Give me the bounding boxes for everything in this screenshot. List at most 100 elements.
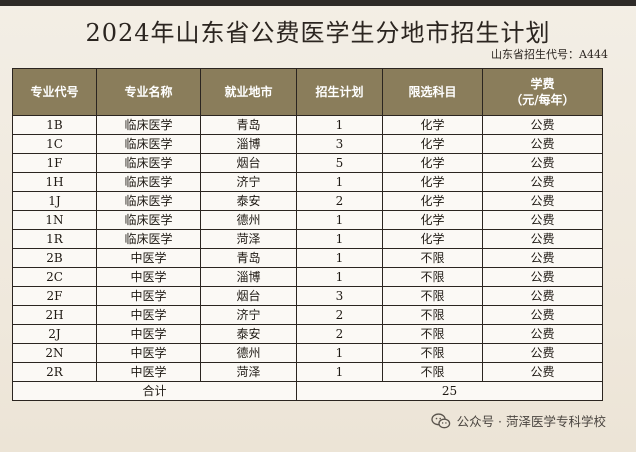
table-cell: 公费	[482, 267, 603, 287]
table-cell: 中医学	[96, 343, 201, 363]
table-cell: 中医学	[96, 324, 201, 344]
table-cell: 3	[296, 134, 383, 154]
table-cell: 2R	[12, 362, 97, 382]
column-header: 招生计划	[296, 68, 383, 116]
column-header: 学费 （元/每年）	[482, 68, 603, 116]
table-cell: 中医学	[96, 267, 201, 287]
total-value: 25	[296, 381, 603, 401]
table-cell: 公费	[482, 172, 603, 192]
table-cell: 临床医学	[96, 229, 201, 249]
table-cell: 2F	[12, 286, 97, 306]
table-cell: 临床医学	[96, 172, 201, 192]
table-cell: 不限	[382, 324, 483, 344]
table-cell: 1F	[12, 153, 97, 173]
table-row: 1H 临床医学 济宁 1 化学 公费	[12, 172, 603, 192]
table-cell: 2	[296, 191, 383, 211]
table-cell: 烟台	[200, 153, 297, 173]
table-cell: 公费	[482, 153, 603, 173]
table-row: 2C 中医学 淄博 1 不限 公费	[12, 267, 603, 287]
table-cell: 1J	[12, 191, 97, 211]
table-cell: 淄博	[200, 134, 297, 154]
table-row: 2H 中医学 济宁 2 不限 公费	[12, 305, 603, 325]
table-cell: 临床医学	[96, 153, 201, 173]
table-cell: 菏泽	[200, 229, 297, 249]
table-row: 1R 临床医学 菏泽 1 化学 公费	[12, 229, 603, 249]
table-cell: 2C	[12, 267, 97, 287]
table-row: 2F 中医学 烟台 3 不限 公费	[12, 286, 603, 306]
table-cell: 3	[296, 286, 383, 306]
page-title: 2024年山东省公费医学生分地市招生计划	[85, 19, 551, 47]
table-row: 1B 临床医学 青岛 1 化学 公费	[12, 115, 603, 135]
table-cell: 1R	[12, 229, 97, 249]
table-cell: 2J	[12, 324, 97, 344]
table-row: 2B 中医学 青岛 1 不限 公费	[12, 248, 603, 268]
table-cell: 化学	[382, 229, 483, 249]
table-cell: 1	[296, 229, 383, 249]
table-cell: 公费	[482, 210, 603, 230]
table-cell: 中医学	[96, 305, 201, 325]
table-cell: 公费	[482, 134, 603, 154]
top-strip	[0, 0, 636, 6]
table-cell: 公费	[482, 324, 603, 344]
table-cell: 1	[296, 210, 383, 230]
table-cell: 青岛	[200, 115, 297, 135]
table-cell: 不限	[382, 343, 483, 363]
table-cell: 济宁	[200, 172, 297, 192]
table-cell: 中医学	[96, 248, 201, 268]
table-cell: 公费	[482, 343, 603, 363]
table-cell: 化学	[382, 153, 483, 173]
table-row: 2J 中医学 泰安 2 不限 公费	[12, 324, 603, 344]
watermark: 公众号 · 菏泽医学专科学校	[430, 411, 606, 430]
table-cell: 济宁	[200, 305, 297, 325]
table-cell: 不限	[382, 305, 483, 325]
table-cell: 化学	[382, 115, 483, 135]
table-cell: 公费	[482, 286, 603, 306]
table-row: 1J 临床医学 泰安 2 化学 公费	[12, 191, 603, 211]
table-row: 1F 临床医学 烟台 5 化学 公费	[12, 153, 603, 173]
table-row: 2R 中医学 菏泽 1 不限 公费	[12, 362, 603, 382]
table-cell: 菏泽	[200, 362, 297, 382]
table-cell: 2	[296, 324, 383, 344]
table-cell: 1H	[12, 172, 97, 192]
table-cell: 淄博	[200, 267, 297, 287]
column-header: 就业地市	[200, 68, 297, 116]
table-row: 1N 临床医学 德州 1 化学 公费	[12, 210, 603, 230]
table-cell: 1	[296, 362, 383, 382]
total-row: 合计 25	[12, 381, 603, 401]
table-cell: 2B	[12, 248, 97, 268]
table-cell: 2H	[12, 305, 97, 325]
table-cell: 化学	[382, 191, 483, 211]
table-cell: 化学	[382, 172, 483, 192]
column-header: 专业名称	[96, 68, 201, 116]
table-cell: 5	[296, 153, 383, 173]
table-row: 2N 中医学 德州 1 不限 公费	[12, 343, 603, 363]
table-cell: 不限	[382, 267, 483, 287]
table-cell: 临床医学	[96, 210, 201, 230]
table-cell: 公费	[482, 362, 603, 382]
table-cell: 1	[296, 248, 383, 268]
table-cell: 泰安	[200, 324, 297, 344]
table-cell: 临床医学	[96, 134, 201, 154]
table-cell: 1	[296, 172, 383, 192]
table-cell: 公费	[482, 229, 603, 249]
table-cell: 不限	[382, 286, 483, 306]
table-cell: 1N	[12, 210, 97, 230]
admission-code: 山东省招生代号：A444	[491, 48, 608, 61]
table-cell: 公费	[482, 115, 603, 135]
table-cell: 化学	[382, 134, 483, 154]
table-cell: 临床医学	[96, 191, 201, 211]
table-row: 1C 临床医学 淄博 3 化学 公费	[12, 134, 603, 154]
table-cell: 1C	[12, 134, 97, 154]
table-cell: 德州	[200, 343, 297, 363]
table-cell: 2N	[12, 343, 97, 363]
enrollment-plan-table: 专业代号 专业名称 就业地市 招生计划 限选科目 学费 （元/每年） 1B 临床医学 青岛 1 化学…	[12, 68, 603, 401]
table-cell: 1	[296, 267, 383, 287]
table-cell: 化学	[382, 210, 483, 230]
table-cell: 不限	[382, 362, 483, 382]
table-cell: 烟台	[200, 286, 297, 306]
table-cell: 1	[296, 115, 383, 135]
table-cell: 公费	[482, 305, 603, 325]
table-cell: 公费	[482, 191, 603, 211]
table-cell: 泰安	[200, 191, 297, 211]
table-cell: 公费	[482, 248, 603, 268]
